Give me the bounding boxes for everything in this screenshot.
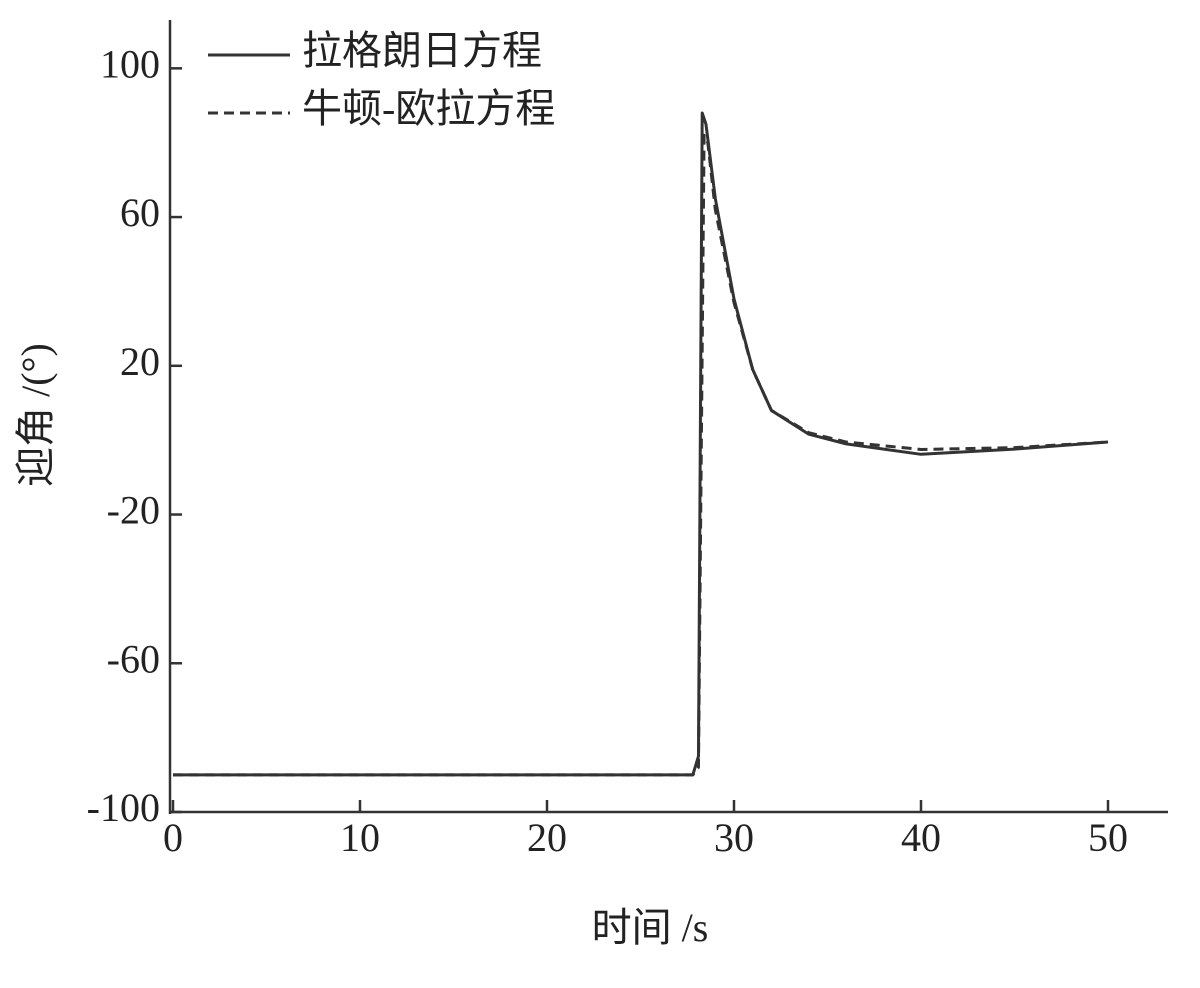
legend-label: 牛顿-欧拉方程: [302, 86, 555, 131]
y-tick-label: 20: [120, 339, 160, 384]
x-axis-label: 时间 /s: [592, 905, 709, 950]
y-tick-label: 100: [100, 42, 160, 87]
x-tick-label: 30: [714, 815, 754, 860]
x-tick-label: 40: [901, 815, 941, 860]
x-tick-label: 20: [527, 815, 567, 860]
y-tick-label: -20: [107, 488, 160, 533]
x-tick-label: 50: [1088, 815, 1128, 860]
y-axis-label: 迎角 /(°): [13, 343, 58, 487]
series-line: [173, 133, 1109, 777]
y-tick-label: -100: [87, 785, 160, 830]
series-line: [173, 111, 1109, 777]
y-tick-label: -60: [107, 636, 160, 681]
legend-label: 拉格朗日方程: [302, 28, 542, 73]
y-tick-label: 60: [120, 190, 160, 235]
x-tick-label: 0: [163, 815, 183, 860]
x-tick-label: 10: [340, 815, 380, 860]
